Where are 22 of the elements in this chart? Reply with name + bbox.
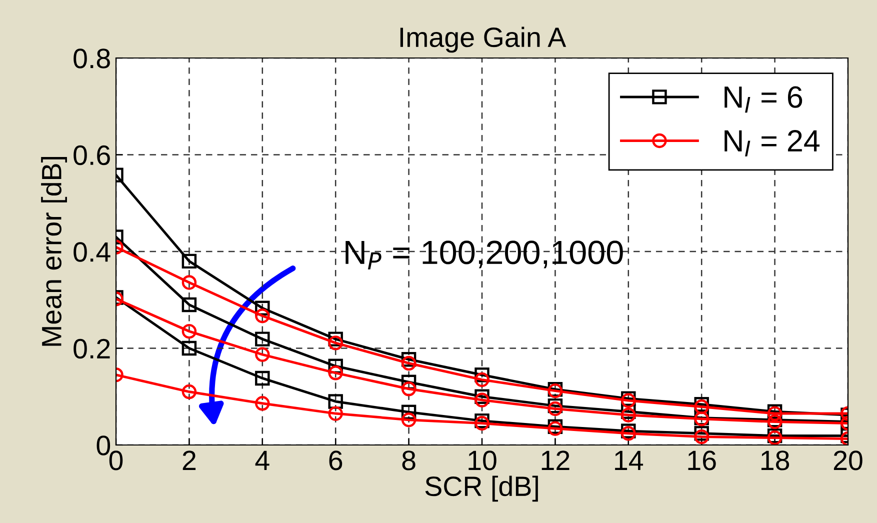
y-tick-label: 0.6 (74, 145, 110, 166)
x-tick-label: 8 (402, 450, 416, 470)
x-tick-label: 10 (468, 450, 496, 470)
x-tick-label: 12 (542, 450, 570, 470)
x-tick-label: 0 (109, 450, 123, 470)
y-tick-label: 0.2 (74, 338, 110, 359)
legend-label: N$_{I}$ = 6 (724, 86, 802, 113)
y-tick-label: 0 (96, 436, 110, 456)
chart-title: Image Gain A (400, 26, 566, 53)
x-tick-label: 2 (182, 450, 196, 470)
x-tick-label: 4 (255, 450, 270, 470)
x-tick-label: 16 (688, 450, 716, 470)
y-tick-label: 0.8 (74, 48, 110, 68)
x-tick-label: 20 (834, 450, 862, 470)
x-tick-label: 6 (329, 450, 342, 470)
annotation: N$_{P}$ = 100,200,1000 (346, 240, 623, 270)
x-tick-label: 18 (761, 450, 790, 470)
x-tick-label: 14 (615, 450, 644, 470)
y-tick-label: 0.4 (74, 242, 110, 262)
legend-label: N$_{I}$ = 24 (724, 130, 820, 156)
y-axis-title: Mean error [dB] (41, 156, 67, 346)
x-axis-title: SCR [dB] (425, 476, 538, 502)
